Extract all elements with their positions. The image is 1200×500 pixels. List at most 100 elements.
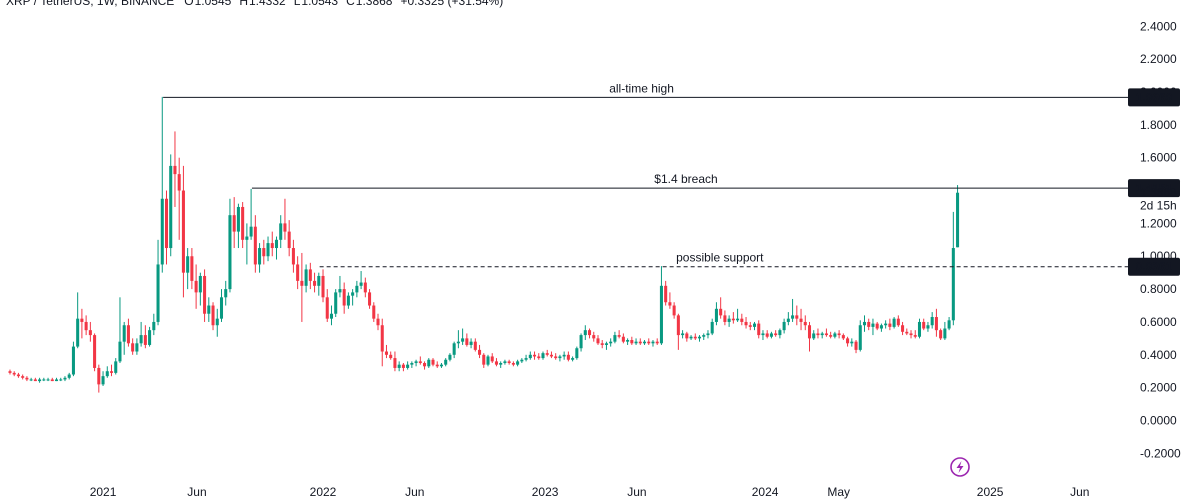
candle-body	[583, 330, 587, 336]
candle-body	[719, 308, 723, 316]
candle-body	[816, 333, 820, 336]
candle-body	[211, 305, 215, 326]
candle-body	[858, 325, 862, 350]
candle-body	[702, 335, 706, 337]
candle-body	[884, 323, 888, 326]
candle-body	[63, 377, 67, 380]
x-tick-label: May	[827, 485, 850, 499]
candle-body	[363, 282, 367, 293]
candle-body	[97, 367, 101, 385]
candle-body	[913, 335, 917, 337]
candle-body	[190, 256, 194, 281]
candle-body	[592, 335, 596, 339]
candle-body	[537, 356, 541, 359]
candle-body	[723, 315, 727, 322]
candle-body	[186, 256, 190, 273]
x-tick-label: 2022	[310, 485, 337, 499]
x-tick-label: 2024	[752, 485, 779, 499]
candle-body	[50, 379, 54, 382]
candle-body	[274, 239, 279, 249]
candle-body	[769, 333, 773, 337]
candle-body	[148, 330, 152, 345]
candle-body	[198, 275, 202, 293]
candle-body	[126, 325, 130, 344]
candle-body	[439, 364, 443, 367]
candle-body	[355, 285, 359, 293]
candle-body	[939, 330, 943, 339]
candle-body	[854, 341, 858, 350]
candle-body	[672, 305, 676, 316]
candle-body	[334, 292, 338, 314]
candle-body	[841, 335, 845, 339]
candle-body	[511, 363, 515, 365]
candle-body	[549, 354, 553, 357]
legend-text: 1.3868	[356, 0, 393, 8]
candle-body	[228, 215, 232, 290]
candle-body	[892, 318, 896, 327]
candle-body	[444, 359, 448, 365]
candle-body	[765, 333, 769, 337]
price-box-label: 1.4151	[1136, 181, 1173, 195]
candle-body	[88, 330, 92, 336]
countdown: 2d 15h	[1140, 199, 1177, 213]
candle-body	[812, 333, 816, 339]
candle-body	[423, 363, 427, 367]
candle-body	[634, 341, 638, 344]
candle-body	[520, 359, 524, 362]
candle-body	[922, 321, 926, 329]
candle-body	[757, 323, 761, 336]
price-box	[1128, 257, 1180, 276]
candle-body	[752, 323, 757, 327]
x-tick-label: 2021	[90, 485, 117, 499]
candle-body	[177, 174, 181, 191]
candle-body	[448, 354, 452, 360]
candle-body	[879, 325, 883, 329]
candle-body	[571, 358, 575, 360]
x-tick-label: 2025	[977, 485, 1004, 499]
x-tick-label: Jun	[1070, 485, 1089, 499]
candle-body	[867, 321, 871, 327]
candle-body	[947, 320, 951, 329]
candle-body	[685, 333, 689, 339]
level-label: all-time high	[609, 81, 674, 95]
candle-body	[647, 341, 651, 344]
candle-body	[406, 364, 410, 368]
candle-body	[613, 335, 617, 342]
candle-body	[38, 379, 42, 382]
candle-body	[833, 333, 837, 337]
candle-body	[114, 361, 118, 373]
candle-body	[820, 333, 824, 336]
candle-body	[896, 318, 900, 326]
candle-body	[533, 354, 537, 357]
legend-text: O	[184, 0, 193, 8]
alert-icon[interactable]	[950, 457, 970, 477]
price-box-label: 1.9669	[1136, 90, 1173, 104]
candle-body	[283, 223, 287, 232]
candle-body	[465, 338, 469, 345]
x-tick-label: Jun	[187, 485, 206, 499]
candle-body	[329, 313, 334, 319]
candle-body	[528, 354, 532, 359]
x-tick-label: Jun	[405, 485, 424, 499]
candle-body	[54, 379, 59, 382]
candle-body	[393, 358, 397, 368]
candle-body	[80, 318, 84, 322]
candle-body	[782, 321, 786, 331]
candle-body	[101, 376, 105, 385]
candle-body	[651, 341, 655, 344]
candle-body	[626, 340, 630, 342]
candle-body	[951, 248, 955, 321]
candle-body	[245, 236, 249, 240]
candle-body	[926, 325, 930, 329]
candle-body	[262, 248, 266, 257]
candle-body	[122, 325, 126, 342]
y-tick-label: 0.6000	[1140, 315, 1177, 329]
candle-body	[317, 275, 321, 286]
candle-body	[503, 361, 507, 364]
candle-body	[706, 333, 710, 336]
candle-body	[905, 331, 909, 334]
candle-body	[12, 372, 16, 375]
candle-body	[59, 379, 63, 381]
candle-body	[376, 318, 380, 326]
